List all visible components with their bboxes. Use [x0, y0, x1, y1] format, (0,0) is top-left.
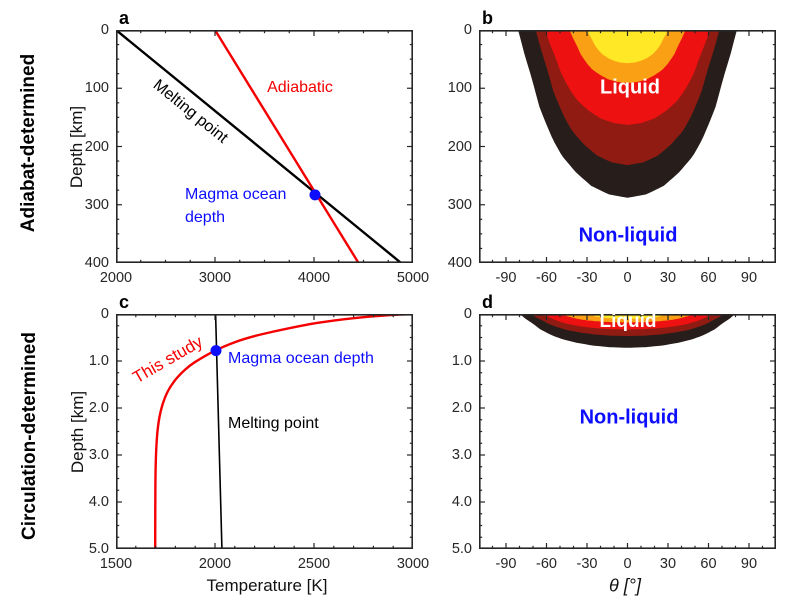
y-tick-label: 2.0 [88, 400, 109, 416]
x-tick-label: 1500 [99, 556, 133, 572]
panel-letter-b: b [482, 8, 493, 28]
x-tick-label: 2000 [99, 270, 133, 286]
x-tick-label: 90 [740, 556, 758, 572]
axes-box [116, 314, 413, 549]
axes-box [479, 314, 776, 549]
x-tick-label: -30 [576, 556, 598, 572]
x-tick-label: 4000 [297, 270, 331, 286]
row-label-circulation-determined: Circulation-determined [19, 332, 40, 540]
non-liquid-label-b: Non-liquid [578, 224, 678, 247]
x-tick-label: 3000 [198, 270, 232, 286]
magma-ocean-depth-marker [309, 189, 321, 201]
x-tick-label: -60 [536, 270, 557, 286]
x-tick-label: 3000 [396, 556, 430, 572]
non-liquid-label-d: Non-liquid [579, 406, 679, 429]
y-tick-label: 100 [447, 80, 472, 97]
axes-box [116, 30, 413, 263]
panel-b-plot [479, 30, 776, 263]
y-tick-label: 300 [84, 196, 109, 213]
melting-point-label-c: Melting point [228, 415, 319, 432]
panel-d: -90 -60 -30 0 30 60 90 0 1.0 2.0 3.0 4.0 5.0 [452, 306, 776, 572]
y-tick-label: 0 [463, 22, 472, 38]
y-tick-label: 5.0 [88, 541, 109, 557]
x-tick-label: 90 [740, 270, 758, 286]
y-tick-label: 0 [100, 22, 109, 38]
y-tick-label: 2.0 [451, 400, 472, 416]
x-tick-label: 60 [700, 556, 717, 572]
x-tick-label: 0 [623, 270, 632, 286]
y-tick-label: 200 [84, 138, 109, 155]
y-tick-label: 400 [84, 255, 109, 271]
x-tick-label: 60 [700, 270, 717, 286]
y-tick-label: 1.0 [88, 353, 109, 369]
x-tick-label: 5000 [396, 270, 430, 286]
melting-point-line [116, 30, 403, 263]
y-tick-label: 200 [447, 138, 472, 155]
y-tick-label: 400 [447, 255, 472, 271]
panel-a-plot [116, 30, 413, 263]
y-tick-label: 4.0 [451, 494, 472, 510]
row-label-adiabat-determined: Adiabat-determined [18, 53, 39, 233]
x-axis-title-theta: θ [°] [609, 575, 641, 596]
liquid-label-b: Liquid [600, 76, 660, 99]
y-tick-label: 0 [463, 306, 472, 322]
panel-a: 2000 3000 4000 5000 0 100 200 300 400 [85, 22, 429, 286]
x-axis-title-temperature: Temperature [K] [206, 576, 328, 595]
axes-box [479, 30, 776, 263]
y-tick-label: 0 [100, 306, 109, 322]
x-tick-label: -30 [576, 270, 598, 286]
panel-letter-a: a [119, 8, 130, 28]
y-tick-label: 4.0 [88, 494, 109, 510]
contour-level-4 [587, 30, 668, 64]
magma-ocean-depth-marker [210, 345, 222, 357]
y-tick-label: 5.0 [451, 541, 472, 557]
y-tick-label: 3.0 [88, 447, 109, 463]
y-tick-label: 100 [84, 80, 109, 97]
x-tick-label: 30 [659, 556, 677, 572]
panel-c-plot [116, 314, 413, 549]
x-tick-label: 2500 [297, 556, 331, 572]
adiabatic-label: Adiabatic [267, 79, 333, 96]
panel-d-plot [479, 314, 776, 549]
x-tick-label: 0 [623, 556, 632, 572]
y-tick-label: 300 [447, 196, 472, 213]
panel-letter-d: d [482, 292, 493, 312]
magma-ocean-depth-label-a: Magma ocean depth [185, 186, 287, 227]
panel-b: -90 -60 -30 0 30 60 90 0 100 200 300 400 [448, 22, 776, 286]
this-study-line [154, 314, 413, 549]
panel-letter-c: c [119, 292, 130, 312]
x-tick-label: 30 [659, 270, 677, 286]
liquid-label-d: Liquid [599, 311, 657, 332]
x-tick-label: -90 [495, 270, 517, 286]
adiabatic-line [213, 30, 360, 263]
x-tick-label: -60 [536, 556, 557, 572]
panel-c: 1500 2000 2500 3000 0 1.0 2.0 3.0 4.0 5.0 [89, 306, 429, 572]
magma-ocean-depth-label-c: Magma ocean depth [228, 350, 374, 367]
y-tick-label: 1.0 [451, 353, 472, 369]
y-tick-label: 3.0 [451, 447, 472, 463]
x-tick-label: 2000 [198, 556, 232, 572]
x-tick-label: -90 [495, 556, 517, 572]
